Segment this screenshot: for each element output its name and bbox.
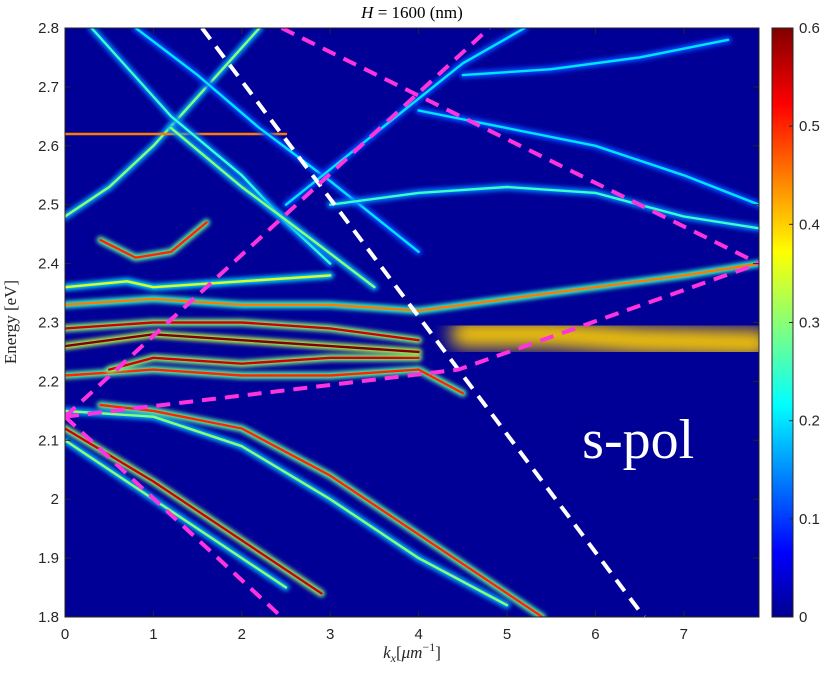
band-2.40: [96, 218, 210, 262]
y-tick-label: 2: [51, 491, 59, 508]
band-upper-2: [167, 124, 378, 291]
band-2.33: [65, 260, 759, 315]
colorbar-tick-label: 0.3: [799, 315, 820, 332]
band-lower-left-2: [65, 436, 290, 591]
x-tick-label: 7: [680, 626, 688, 643]
band-upper-1: [88, 28, 334, 268]
band-upper-3: [132, 28, 423, 256]
annotation-s-pol: s-pol: [582, 409, 694, 471]
band-2.26: [65, 330, 423, 356]
y-tick-label: 2.1: [38, 432, 59, 449]
band-upper-6: [415, 107, 759, 209]
y-tick-label: 2.5: [38, 197, 59, 214]
x-tick-label: 4: [414, 626, 422, 643]
x-tick-label: 6: [591, 626, 599, 643]
band-2.48: [65, 28, 263, 220]
magenta-dashed-line-1: [65, 415, 283, 617]
broad-band-2.26: [449, 321, 759, 357]
y-axis-label: Energy [eV]: [1, 280, 20, 364]
y-tick-label: 2.4: [38, 256, 59, 273]
x-axis-label: kx[μm−1]: [383, 640, 441, 665]
x-tick-label: 0: [61, 626, 69, 643]
band-upper-4: [282, 28, 529, 209]
band-2.23: [105, 354, 423, 374]
x-tick-label: 1: [149, 626, 157, 643]
y-tick-label: 2.7: [38, 79, 59, 96]
magenta-dashed-line-4: [280, 28, 759, 266]
y-tick-label: 1.9: [38, 550, 59, 567]
y-tick-label: 1.8: [38, 609, 59, 626]
x-tick-label: 5: [503, 626, 511, 643]
band-upper-7: [459, 36, 732, 79]
band-middle-down-2: [96, 401, 546, 617]
band-middle-down: [65, 407, 511, 609]
y-tick-label: 2.3: [38, 315, 59, 332]
x-tick-label: 3: [326, 626, 334, 643]
colorbar-tick-label: 0.1: [799, 511, 820, 528]
y-tick-label: 2.2: [38, 373, 59, 390]
magenta-dashed-line-3: [65, 261, 759, 419]
y-tick-label: 2.6: [38, 138, 59, 155]
chart-title: H = 1600 (nm): [360, 3, 463, 22]
band-2.36: [65, 271, 334, 291]
colorbar-tick-label: 0: [799, 609, 807, 626]
colorbar-tick-label: 0.6: [799, 20, 820, 37]
colorbar-tick-label: 0.4: [799, 216, 820, 233]
band-2.21: [65, 366, 467, 397]
white-dashed-line: [200, 28, 646, 617]
band-upper-5: [326, 183, 759, 232]
magenta-dashed-line-2: [65, 28, 491, 419]
y-tick-label: 2.8: [38, 20, 59, 37]
colorbar-tick-label: 0.5: [799, 118, 820, 135]
x-tick-label: 2: [238, 626, 246, 643]
colorbar-tick-label: 0.2: [799, 413, 820, 430]
band-2.29: [65, 319, 423, 344]
